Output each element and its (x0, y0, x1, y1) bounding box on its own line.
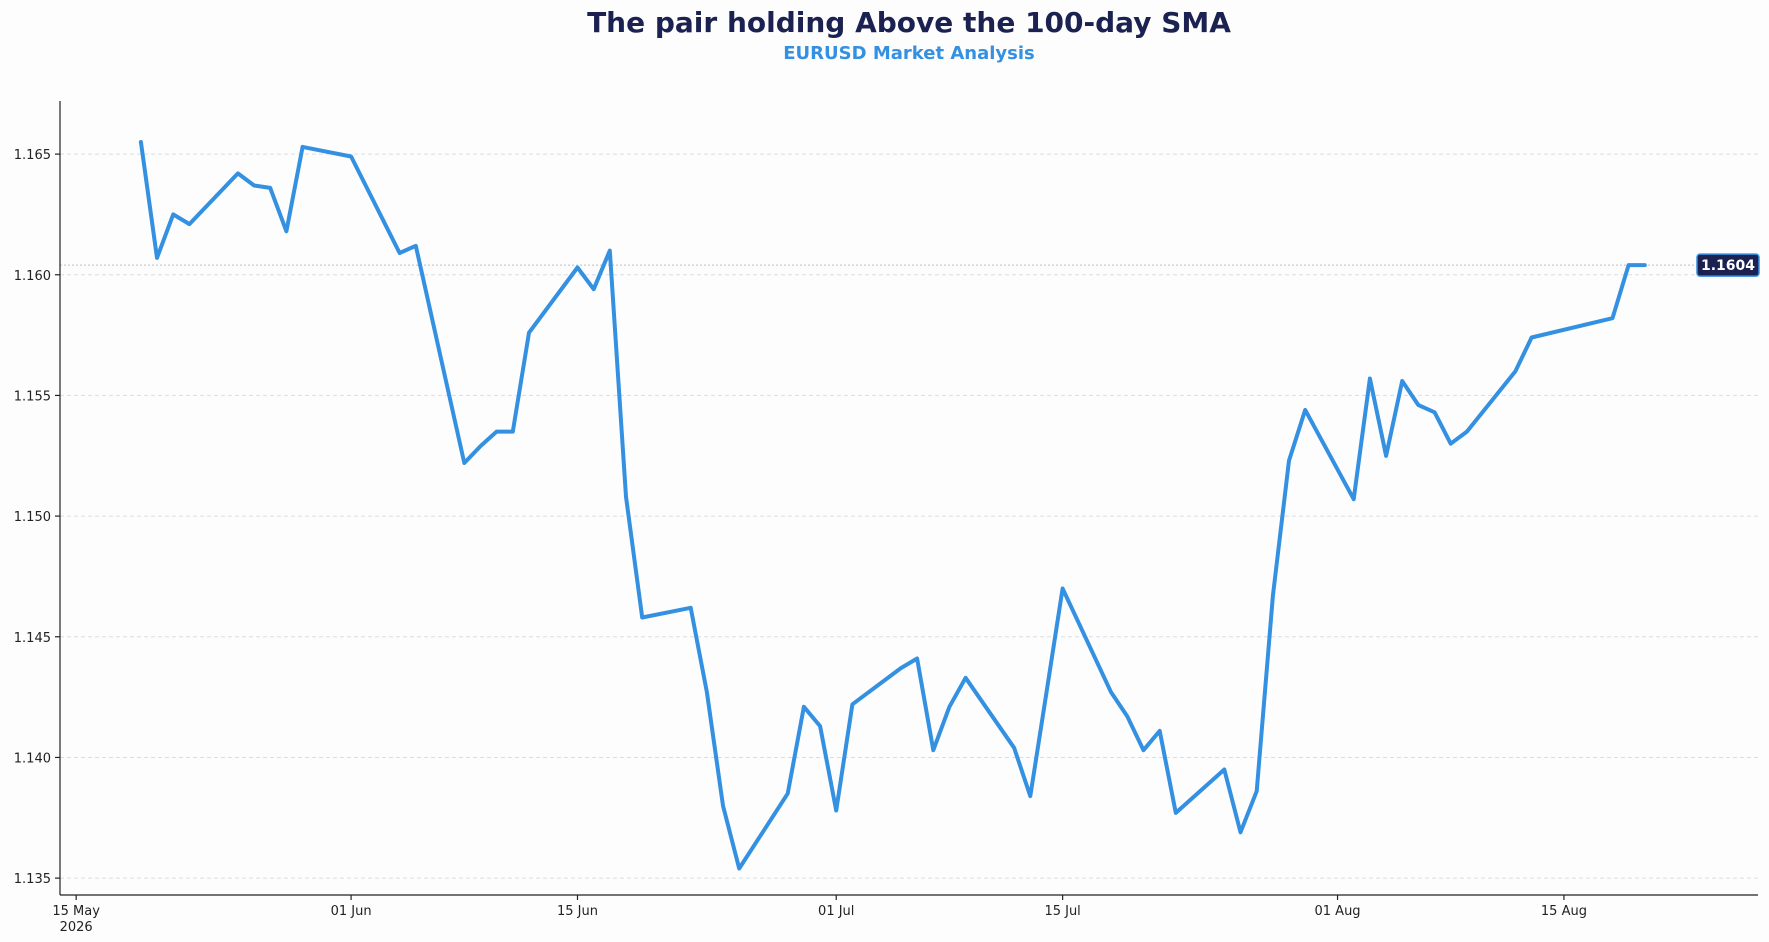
y-tick-label: 1.135 (14, 872, 51, 887)
chart-subtitle: EURUSD Market Analysis (783, 43, 1034, 64)
x-tick-label: 01 Aug (1315, 904, 1361, 919)
x-tick-label: 15 Jul (1044, 904, 1080, 919)
x-tick-label: 01 Jul (818, 904, 854, 919)
y-tick-label: 1.160 (14, 269, 51, 284)
last-value-badge: 1.1604 (1696, 253, 1760, 277)
grid-layer (60, 153, 1758, 879)
x-tick-label: 15 Jun (557, 904, 598, 919)
y-tick-label: 1.150 (14, 510, 51, 525)
series-layer (138, 140, 1647, 871)
x-tick-label: 15 May (52, 904, 100, 919)
y-tick-label: 1.165 (14, 148, 51, 163)
last-value-label: 1.1604 (1701, 258, 1755, 274)
y-tick-label: 1.145 (14, 631, 51, 646)
x-tick-label: 15 Aug (1541, 904, 1587, 919)
chart-title: The pair holding Above the 100-day SMA (587, 6, 1231, 39)
axis-layer: 1.135 1.140 1.145 1.150 1.155 1.160 1.165 15 Ma… (14, 101, 1758, 935)
series-line-0 (138, 140, 1647, 871)
last-value-badge-bg (1696, 253, 1760, 277)
y-tick-label: 1.140 (14, 751, 51, 766)
x-tick-label: 01 Jun (331, 904, 372, 919)
badge-layer: 1.1604 (1696, 253, 1760, 277)
x-tick-sublabel: 2026 (60, 920, 93, 935)
y-tick-label: 1.155 (14, 389, 51, 404)
